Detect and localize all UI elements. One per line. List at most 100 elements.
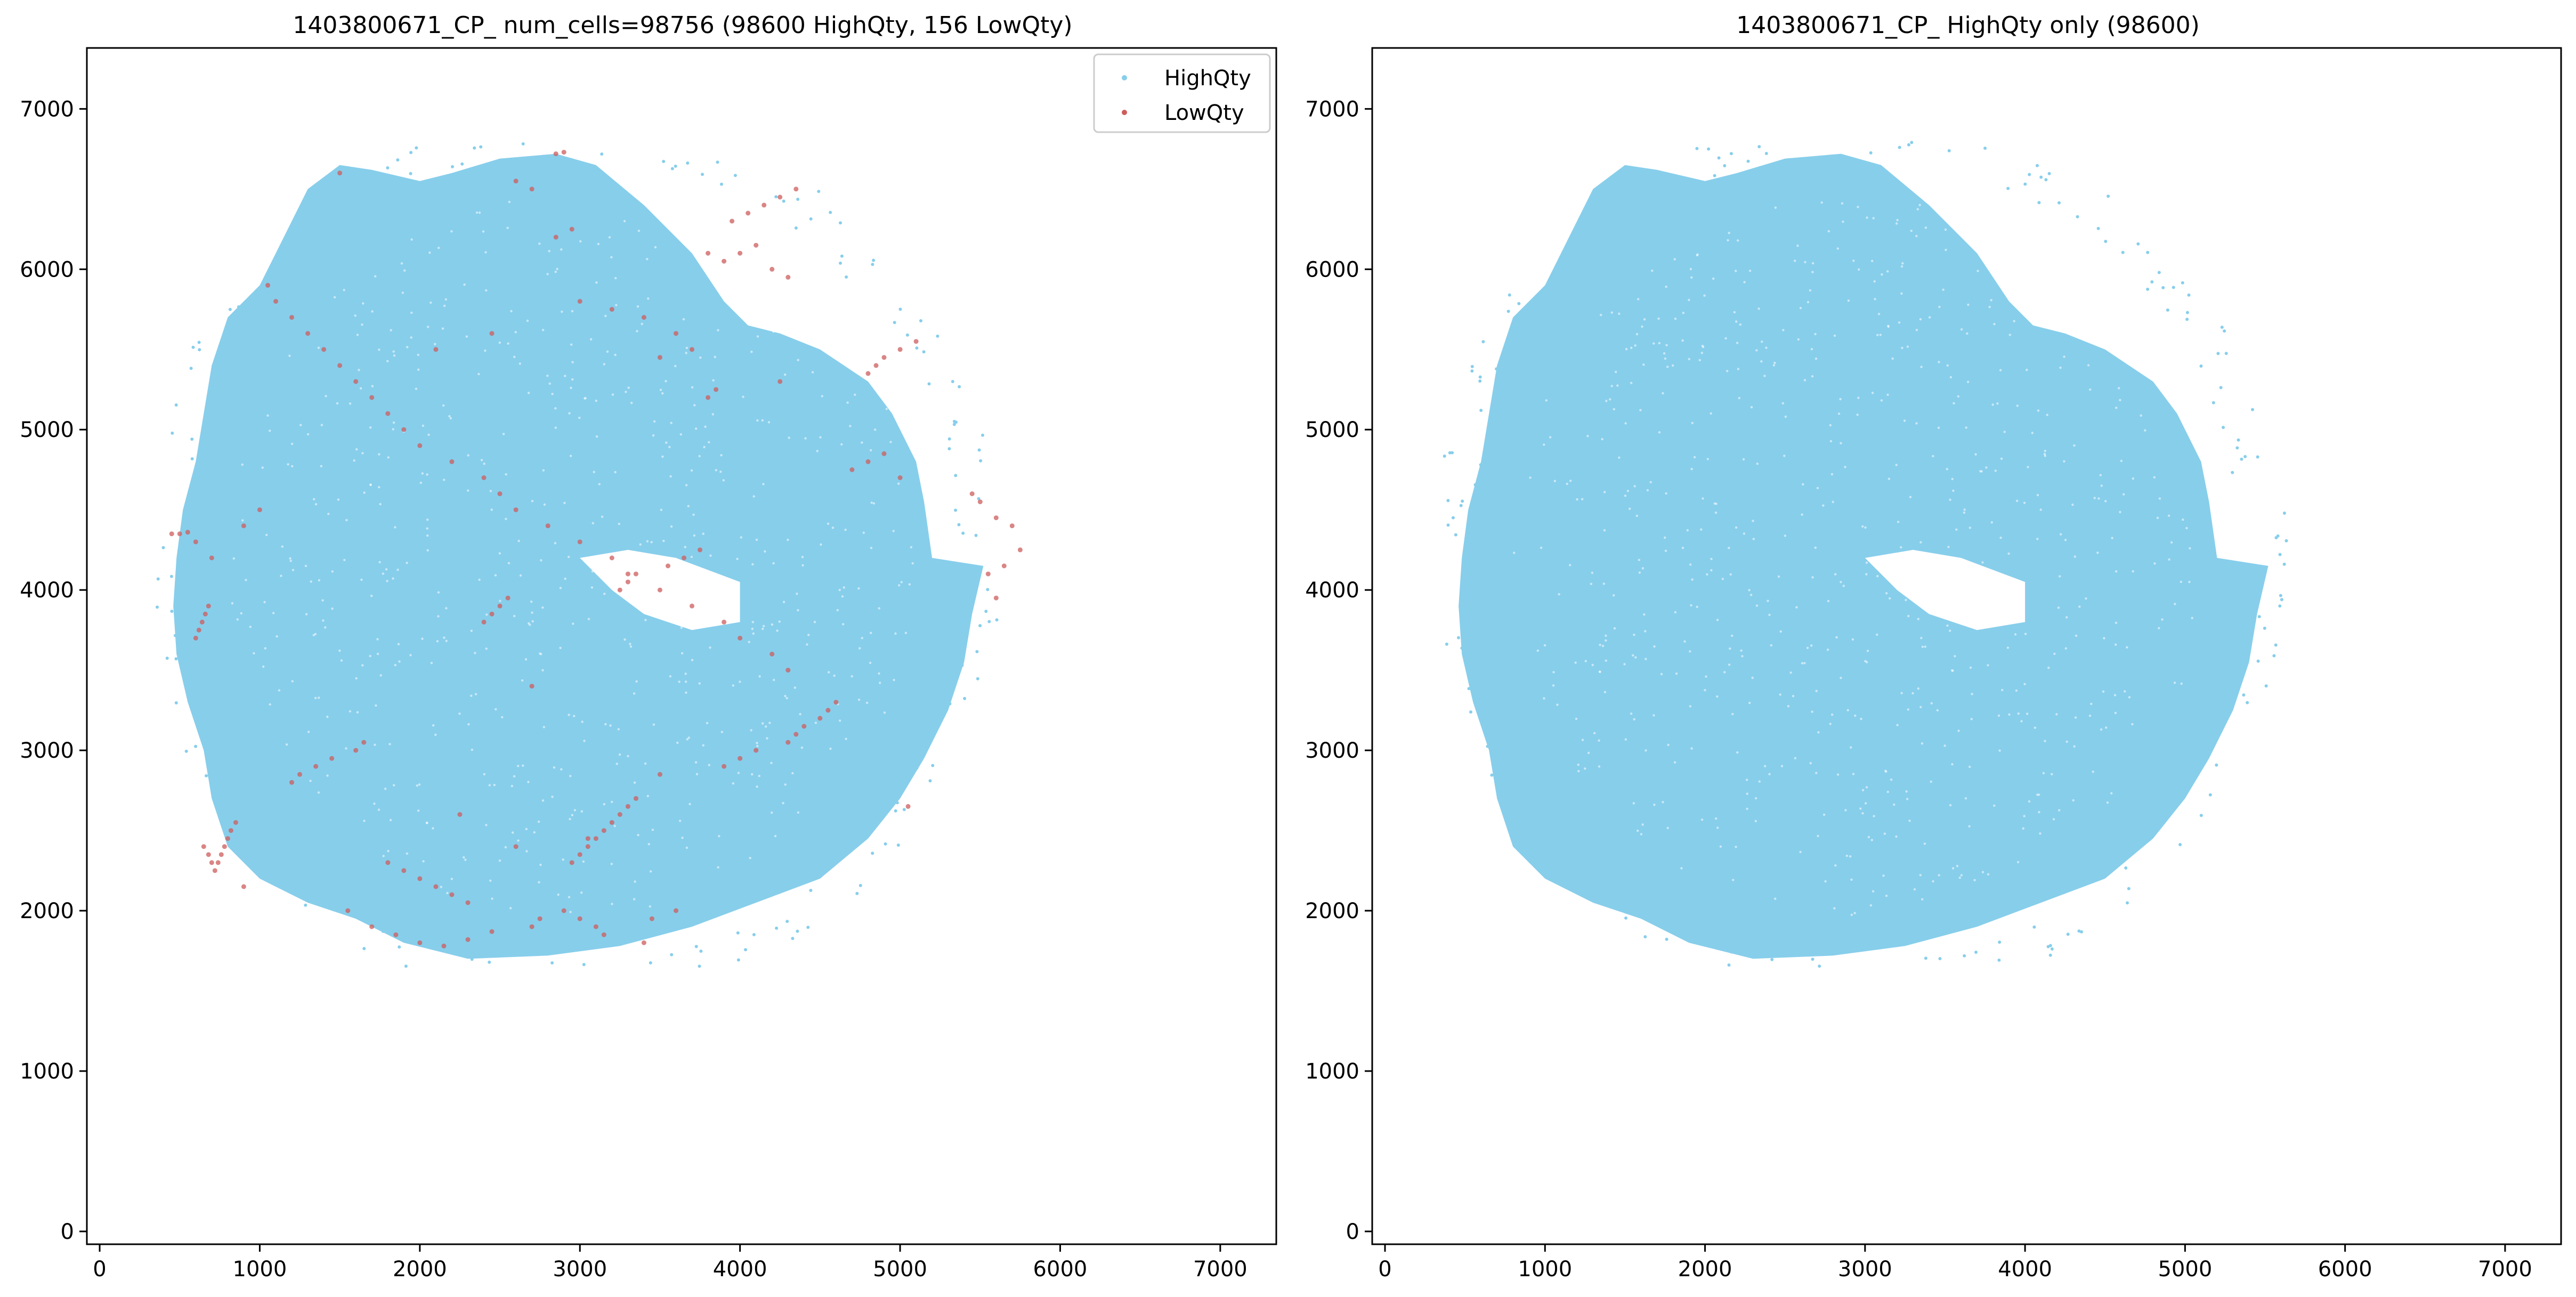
highqty-point: [246, 333, 249, 336]
highqty-point: [1757, 145, 1761, 149]
highqty-point: [896, 844, 900, 847]
texture-dot: [736, 557, 739, 561]
texture-dot: [519, 362, 521, 365]
texture-dot: [706, 605, 709, 608]
texture-dot: [345, 747, 347, 750]
texture-dot: [1673, 258, 1676, 261]
left-chart-title: 1403800671_CP_ num_cells=98756 (98600 Hi…: [293, 12, 1072, 39]
highqty-point: [1717, 935, 1721, 939]
texture-dot: [788, 436, 790, 439]
highqty-point: [205, 774, 208, 777]
texture-dot: [1974, 453, 1977, 456]
texture-dot: [1566, 482, 1568, 485]
texture-dot: [1932, 455, 1934, 458]
highqty-point: [775, 926, 779, 930]
texture-dot: [2115, 407, 2118, 409]
texture-dot: [1752, 520, 1754, 522]
texture-dot: [708, 441, 710, 444]
highqty-point: [1746, 159, 1750, 163]
texture-dot: [265, 533, 268, 537]
highqty-point: [2231, 651, 2235, 654]
highqty-point: [2077, 929, 2081, 933]
texture-dot: [1706, 573, 1708, 576]
texture-dot: [660, 508, 663, 511]
texture-dot: [698, 455, 701, 458]
lowqty-point: [401, 868, 407, 873]
texture-dot: [548, 382, 551, 385]
lowqty-point: [801, 724, 807, 729]
texture-dot: [2042, 772, 2045, 775]
texture-dot: [1752, 538, 1755, 540]
lowqty-point: [209, 860, 214, 865]
texture-dot: [1789, 671, 1792, 674]
texture-dot: [1792, 695, 1795, 698]
texture-dot: [506, 226, 509, 229]
texture-dot: [304, 564, 307, 568]
highqty-point: [720, 182, 723, 186]
texture-dot: [2023, 501, 2026, 504]
texture-dot: [525, 828, 528, 831]
highqty-point: [1552, 838, 1556, 841]
highqty-point: [248, 307, 252, 311]
texture-dot: [743, 253, 746, 256]
highqty-point: [307, 215, 311, 219]
texture-dot: [1865, 561, 1868, 564]
texture-dot: [718, 834, 720, 838]
texture-dot: [595, 399, 598, 402]
highqty-point: [1473, 648, 1477, 652]
highqty-point: [1665, 937, 1668, 941]
highqty-point: [2237, 438, 2240, 442]
highqty-point: [2006, 187, 2010, 190]
texture-dot: [1960, 328, 1963, 331]
texture-dot: [374, 275, 377, 278]
texture-dot: [1640, 833, 1643, 836]
texture-dot: [2185, 526, 2188, 530]
texture-dot: [2158, 627, 2160, 630]
highqty-point: [662, 160, 666, 163]
texture-dot: [463, 283, 466, 286]
texture-dot: [2097, 497, 2100, 500]
texture-dot: [331, 570, 334, 573]
highqty-point: [1486, 744, 1489, 748]
texture-dot: [1623, 663, 1626, 666]
texture-dot: [2047, 667, 2050, 669]
texture-dot: [1724, 337, 1727, 340]
texture-dot: [554, 426, 557, 429]
texture-dot: [1833, 334, 1836, 337]
highqty-point: [931, 764, 935, 767]
texture-dot: [390, 329, 392, 331]
texture-dot: [331, 607, 334, 610]
texture-dot: [379, 674, 382, 677]
texture-dot: [541, 669, 544, 672]
highqty-point: [231, 796, 235, 799]
texture-dot: [1664, 549, 1667, 552]
texture-dot: [1876, 575, 1879, 578]
texture-dot: [2075, 634, 2078, 637]
texture-dot: [438, 247, 440, 249]
texture-dot: [678, 578, 681, 581]
texture-dot: [1827, 599, 1830, 603]
texture-dot: [382, 855, 385, 857]
texture-dot: [1919, 318, 1922, 321]
highqty-point: [946, 659, 950, 662]
highqty-point: [171, 431, 174, 435]
texture-dot: [355, 448, 358, 451]
texture-dot: [2061, 266, 2064, 269]
texture-dot: [2103, 637, 2105, 639]
texture-dot: [498, 859, 501, 862]
texture-dot: [644, 619, 647, 621]
texture-dot: [498, 552, 501, 555]
texture-dot: [1748, 702, 1751, 704]
texture-dot: [1665, 285, 1667, 288]
highqty-point: [686, 161, 690, 165]
texture-dot: [717, 329, 719, 331]
texture-dot: [751, 621, 755, 623]
texture-dot: [2017, 712, 2020, 715]
texture-dot: [389, 818, 392, 822]
highqty-point: [2282, 562, 2286, 566]
highqty-point: [2246, 701, 2249, 704]
highqty-point: [1478, 375, 1482, 379]
texture-dot: [538, 881, 540, 883]
texture-dot: [2034, 726, 2037, 729]
